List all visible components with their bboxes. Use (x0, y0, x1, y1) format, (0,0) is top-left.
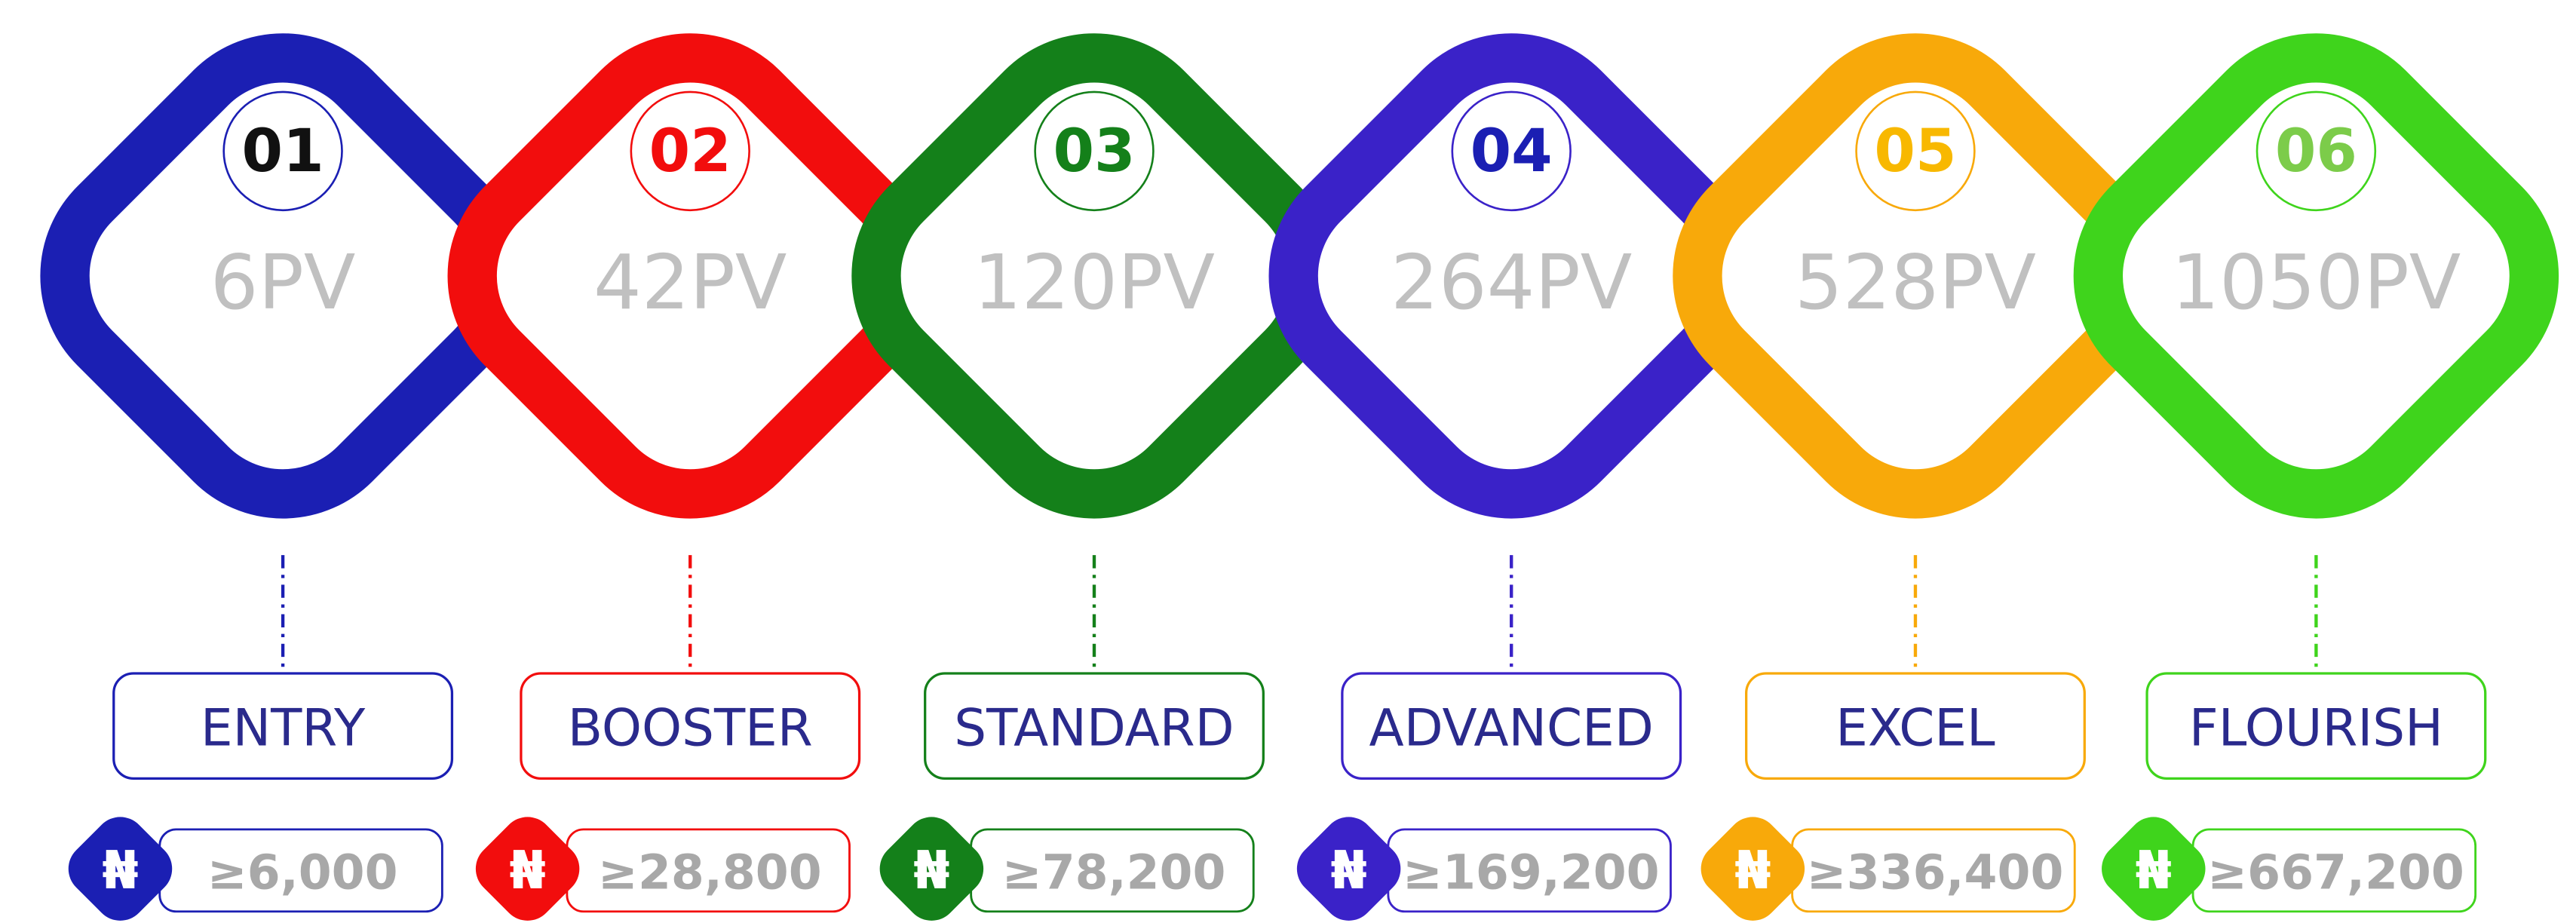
currency-symbol: ₦ (913, 840, 950, 901)
tier-number: 03 (1053, 117, 1135, 186)
tier-price: ≥6,000 (207, 844, 398, 900)
tier-pv: 264PV (1391, 238, 1632, 327)
tier-name: BOOSTER (568, 698, 813, 757)
tier-name: FLOURISH (2189, 698, 2443, 757)
tier-number: 02 (649, 117, 731, 186)
tier-pv: 528PV (1795, 238, 2036, 327)
tier-pv: 120PV (974, 238, 1215, 327)
currency-symbol: ₦ (509, 840, 546, 901)
tier-pv: 42PV (593, 238, 787, 327)
tier-number: 06 (2275, 117, 2357, 186)
tier-pv: 1050PV (2171, 238, 2461, 327)
currency-symbol: ₦ (1330, 840, 1367, 901)
tier-name: EXCEL (1835, 698, 1995, 757)
tier-number: 04 (1470, 117, 1553, 186)
tier-pv: 6PV (210, 238, 356, 327)
tier-price: ≥28,800 (598, 844, 822, 900)
tier-price: ≥336,400 (1807, 844, 2064, 900)
tier-number: 01 (242, 117, 324, 186)
tier-name: STANDARD (954, 698, 1234, 757)
tier-number: 05 (1874, 117, 1956, 186)
tiers-infographic: 01 6PV ENTRY ₦ ≥6,000 02 42PV BOOSTER ₦ ≥28,800 03… (0, 0, 2576, 923)
page: 01 6PV ENTRY ₦ ≥6,000 02 42PV BOOSTER ₦ ≥28,800 03… (0, 0, 2576, 923)
tier-name: ENTRY (201, 698, 366, 757)
tier-price: ≥169,200 (1403, 844, 1660, 900)
currency-symbol: ₦ (1734, 840, 1771, 901)
currency-symbol: ₦ (2136, 840, 2173, 901)
currency-symbol: ₦ (102, 840, 139, 901)
tier-name: ADVANCED (1369, 698, 1654, 757)
tier-price: ≥667,200 (2207, 844, 2464, 900)
tier-price: ≥78,200 (1002, 844, 1226, 900)
